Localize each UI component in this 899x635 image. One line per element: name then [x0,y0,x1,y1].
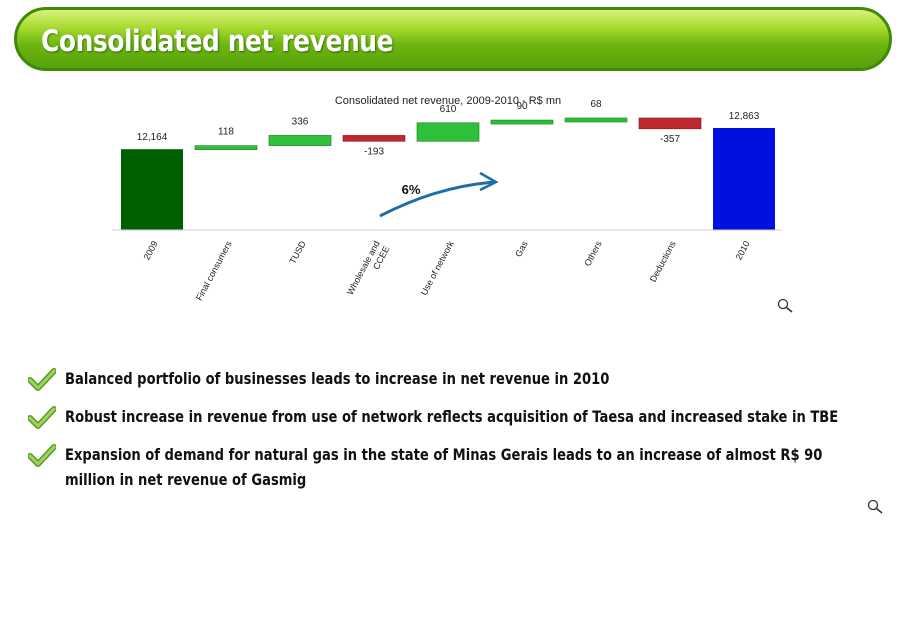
value-label: 336 [292,116,309,127]
value-label: 118 [218,127,234,138]
magnifier-icon[interactable] [776,297,794,315]
page-title: Consolidated net revenue [41,24,394,58]
bar-tusd [268,135,332,146]
value-label: 90 [516,101,528,112]
bullet-item: Balanced portfolio of businesses leads t… [28,366,868,391]
bullet-item: Expansion of demand for natural gas in t… [28,442,868,492]
category-label: Others [582,239,604,268]
value-label: 12,164 [137,132,168,143]
category-label: Gas [513,239,530,259]
bar-wholesale-and-ccee [342,135,406,142]
bar-final-consumers [194,145,258,150]
bullet-text: Robust increase in revenue from use of n… [65,407,839,426]
category-label: Wholesale andCCEE [345,239,391,301]
growth-arrow [379,180,495,218]
check-icon [28,406,56,429]
value-label: 610 [440,104,457,115]
title-banner: Consolidated net revenue [14,7,892,71]
magnifier-icon[interactable] [866,498,884,516]
bar-2009 [121,149,183,230]
check-icon [28,368,56,391]
check-icon [28,444,56,467]
waterfall-chart: Consolidated net revenue, 2009-2010 - R$… [112,95,782,302]
category-label: 2009 [142,239,160,261]
bullet-item: Robust increase in revenue from use of n… [28,404,868,429]
value-label: 68 [590,99,602,110]
category-label: Final consumers [194,239,234,302]
value-label: -357 [660,134,680,145]
chart-title: Consolidated net revenue, 2009-2010 - R$… [335,95,561,107]
growth-annotation: 6% [402,182,421,197]
value-label: -193 [364,146,384,157]
category-label: TUSD [287,239,308,266]
bar-others [564,117,628,123]
bullet-text: Balanced portfolio of businesses leads t… [65,369,610,388]
category-label: Deductions [648,239,678,284]
growth-arrow-head [479,171,499,192]
bullet-text: Expansion of demand for natural gas in t… [65,445,823,489]
bar-gas [490,119,554,125]
category-label: 2010 [734,239,752,261]
bar-use-of-network [416,122,480,142]
bar-deductions [638,117,702,130]
value-label: 12,863 [729,111,760,122]
bullet-list: Balanced portfolio of businesses leads t… [28,366,868,505]
category-label: Use of network [419,239,456,297]
bar-2010 [713,128,775,230]
